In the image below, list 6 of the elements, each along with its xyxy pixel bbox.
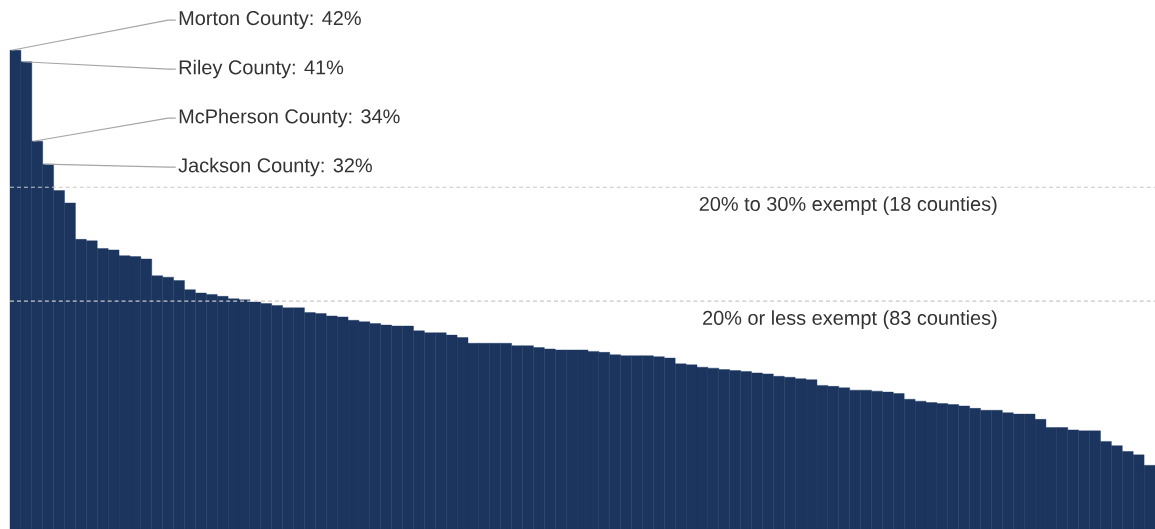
ref-line-label: 20% to 30% exempt (18 counties)	[699, 196, 997, 215]
annotation: Jackson County: 32%	[178, 157, 372, 177]
text: Morton County: 42%	[179, 11, 361, 30]
ref-line-label: 20% or less exempt (83 counties)	[703, 310, 997, 329]
annotation: McPherson County: 34%	[179, 108, 400, 128]
annotation: Riley County: 41%	[179, 59, 344, 79]
